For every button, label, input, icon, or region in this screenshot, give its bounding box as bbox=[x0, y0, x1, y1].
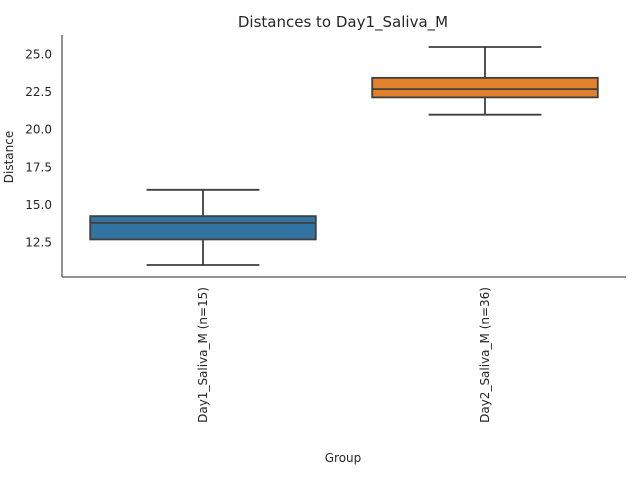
x-tick-label: Day1_Saliva_M (n=15) bbox=[196, 287, 210, 423]
y-tick-label: 20.0 bbox=[25, 123, 52, 137]
x-tick-label: Day2_Saliva_M (n=36) bbox=[478, 287, 492, 423]
iqr-box bbox=[89, 215, 317, 241]
y-tick-label: 25.0 bbox=[25, 48, 52, 62]
y-tick-label: 22.5 bbox=[25, 85, 52, 99]
x-axis: Day1_Saliva_M (n=15) Day2_Saliva_M (n=36) bbox=[196, 287, 492, 423]
box-group bbox=[89, 188, 317, 266]
iqr-box bbox=[371, 76, 599, 99]
x-axis-label: Group bbox=[325, 451, 362, 465]
chart-title: Distances to Day1_Saliva_M bbox=[238, 13, 448, 32]
y-tick-label: 15.0 bbox=[25, 198, 52, 212]
y-tick-label: 12.5 bbox=[25, 235, 52, 249]
y-tick-label: 17.5 bbox=[25, 160, 52, 174]
boxes-layer bbox=[89, 46, 599, 266]
box-group bbox=[371, 46, 599, 116]
y-axis-label: Distance bbox=[2, 131, 16, 183]
y-axis: 12.5 15.0 17.5 20.0 22.5 25.0 bbox=[25, 48, 52, 250]
